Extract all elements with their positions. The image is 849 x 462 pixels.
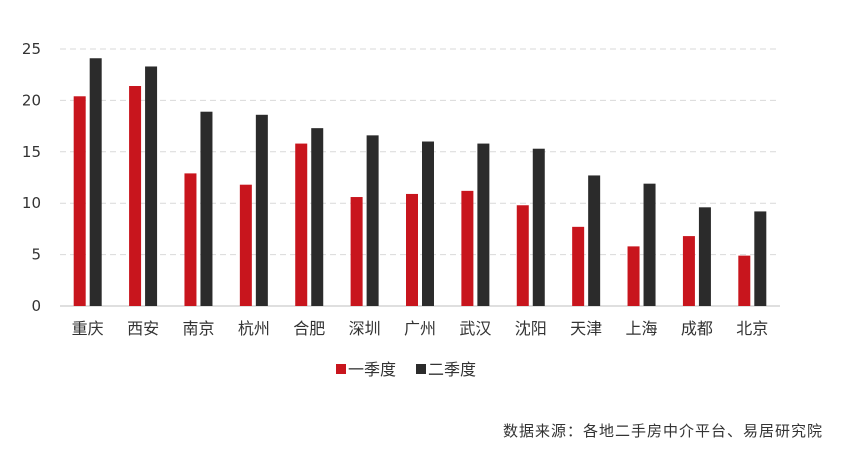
- bar-q2: [643, 183, 656, 306]
- legend: 一季度 二季度: [336, 360, 476, 379]
- x-tick-label: 南京: [182, 319, 214, 338]
- bar-q1: [461, 190, 474, 306]
- x-axis: 重庆 西安 南京 杭州 合肥 深圳 广州 武汉 沈阳 天津 上海 成都 北京: [72, 319, 769, 338]
- x-tick-label: 沈阳: [515, 319, 547, 338]
- x-tick-label: 深圳: [349, 319, 381, 338]
- bar-q2: [588, 175, 601, 306]
- y-tick-label: 0: [31, 297, 41, 315]
- x-tick-label: 杭州: [238, 319, 270, 338]
- bar-q1: [295, 143, 308, 306]
- bar-q2: [477, 143, 490, 306]
- bar-q1: [239, 184, 252, 306]
- y-tick-label: 25: [22, 40, 41, 58]
- x-tick-label: 广州: [404, 319, 436, 338]
- grid-lines: [60, 48, 780, 307]
- y-tick-label: 5: [31, 246, 41, 264]
- bar-q2: [255, 114, 268, 307]
- x-tick-label: 西安: [127, 319, 159, 338]
- bar-q1: [682, 236, 695, 306]
- bar-q1: [184, 173, 197, 306]
- bar-q2: [698, 207, 711, 306]
- bar-q2: [311, 128, 324, 306]
- legend-label: 二季度: [428, 360, 476, 379]
- bar-q1: [406, 193, 418, 306]
- y-axis: 0 5 10 15 20 25: [22, 40, 41, 315]
- bar-q2: [200, 111, 213, 306]
- legend-swatch: [336, 364, 346, 374]
- y-tick-label: 20: [22, 91, 41, 109]
- bar-q2: [754, 211, 767, 306]
- bar-q2: [422, 141, 434, 306]
- x-tick-label: 成都: [681, 319, 713, 338]
- bar-q1: [572, 226, 585, 306]
- bar-q2: [366, 135, 379, 306]
- bar-q1: [738, 255, 751, 306]
- bars: [73, 58, 767, 307]
- bar-q1: [516, 205, 529, 306]
- y-tick-label: 10: [22, 194, 41, 212]
- bar-q1: [350, 197, 363, 306]
- x-tick-label: 天津: [570, 319, 602, 338]
- bar-q1: [627, 246, 640, 306]
- legend-label: 一季度: [348, 360, 396, 379]
- x-tick-label: 武汉: [459, 319, 491, 338]
- y-tick-label: 15: [22, 143, 41, 161]
- bar-q2: [532, 148, 545, 306]
- bar-q1: [129, 86, 142, 307]
- bar-q1: [73, 96, 86, 307]
- x-tick-label: 上海: [626, 319, 658, 338]
- legend-swatch: [416, 364, 426, 374]
- bar-q2: [89, 58, 102, 306]
- bar-q2: [145, 66, 158, 306]
- source-note: 数据来源：各地二手房中介平台、易居研究院: [502, 422, 823, 440]
- x-tick-label: 合肥: [293, 319, 325, 338]
- x-tick-label: 北京: [736, 319, 768, 338]
- x-tick-label: 重庆: [72, 319, 104, 338]
